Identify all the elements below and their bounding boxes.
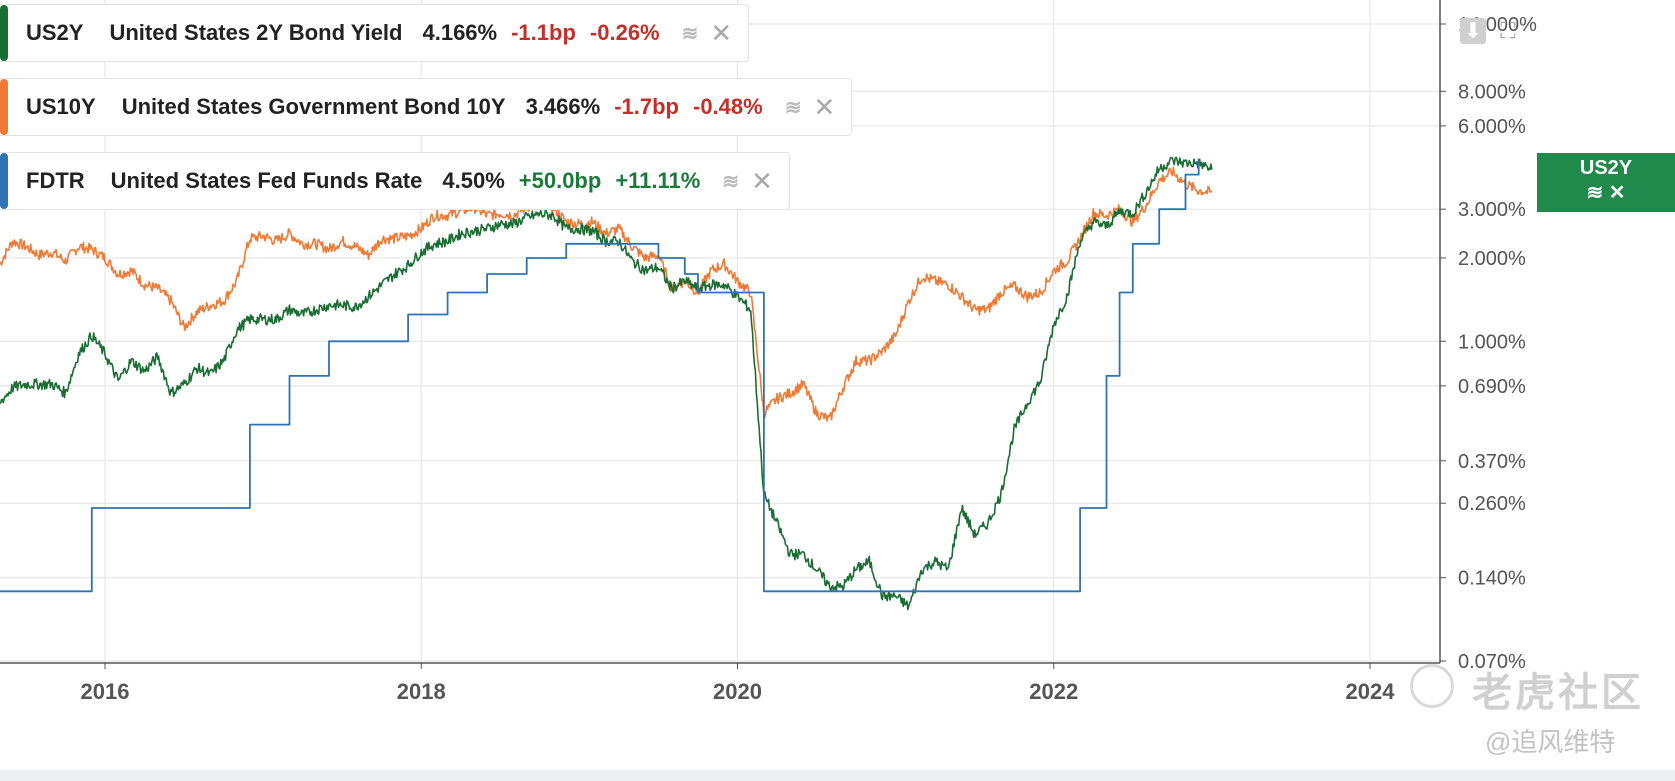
- y-tick-label: 2.000%: [1458, 248, 1526, 270]
- close-icon[interactable]: ✕: [710, 17, 733, 48]
- chart-series-group: [0, 156, 1213, 611]
- y-tick-label: 1.000%: [1458, 331, 1526, 353]
- y-tick-label: 8.000%: [1458, 81, 1526, 103]
- price-tag-label: US2Y: [1579, 157, 1633, 179]
- watermark-brand: 老虎社区: [1472, 671, 1644, 715]
- x-tick-label: 2024: [1346, 679, 1396, 704]
- x-tick-label: 2020: [713, 679, 762, 704]
- legend-symbol: FDTR: [26, 168, 85, 193]
- watermark-logo-icon: [1410, 664, 1454, 708]
- legend-percent: -0.48%: [693, 94, 763, 119]
- legend-us2y[interactable]: US2Y United States 2Y Bond Yield 4.166% -1.…: [0, 4, 750, 62]
- close-icon[interactable]: ✕: [813, 91, 836, 122]
- legend-percent: +11.11%: [615, 168, 701, 193]
- fullscreen-icon[interactable]: ⛶: [1500, 18, 1516, 43]
- legend-change: +50.0bp: [518, 168, 602, 193]
- legend-value: 3.466%: [525, 94, 601, 119]
- x-tick-label: 2022: [1029, 679, 1078, 704]
- legend-color-bar: [0, 153, 8, 209]
- legend-value: 4.166%: [422, 20, 498, 45]
- y-tick-label: 0.260%: [1458, 493, 1526, 515]
- y-tick-label: 0.690%: [1458, 376, 1526, 398]
- layers-plus-icon[interactable]: ≋: [784, 96, 802, 119]
- x-tick-label: 2018: [397, 679, 446, 704]
- y-tick-label: 0.140%: [1458, 568, 1526, 590]
- footer-bar: [0, 770, 1675, 781]
- layers-plus-icon[interactable]: ≋: [681, 22, 699, 45]
- legend-color-bar: [0, 5, 8, 61]
- close-icon[interactable]: ✕: [751, 165, 773, 196]
- y-tick-label: 0.070%: [1458, 651, 1526, 673]
- legend-name: United States Government Bond 10Y: [121, 94, 506, 119]
- series-line-fdtr: [0, 160, 1200, 593]
- legend-color-bar: [0, 79, 8, 135]
- legend-change: -1.7bp: [614, 94, 679, 119]
- legend-fdtr[interactable]: FDTR United States Fed Funds Rate 4.50% +50…: [0, 152, 790, 210]
- y-tick-label: 3.000%: [1458, 199, 1526, 221]
- legend-symbol: US2Y: [26, 20, 84, 45]
- legend-name: United States Fed Funds Rate: [110, 168, 423, 193]
- y-tick-label: 0.370%: [1458, 451, 1526, 473]
- x-tick-label: 2016: [81, 679, 130, 704]
- price-tag[interactable]: US2Y ≋ ✕: [1537, 153, 1675, 212]
- series-line-us2y: [0, 156, 1213, 611]
- legend-change: -1.1bp: [511, 20, 576, 45]
- layers-plus-icon[interactable]: ≋: [722, 170, 740, 193]
- legend-symbol: US10Y: [26, 94, 96, 119]
- download-icon[interactable]: ⬇: [1460, 18, 1486, 44]
- chart-axes: 14.000%8.000%6.000%3.000%2.000%1.000%0.6…: [0, 0, 1537, 704]
- legend-percent: -0.26%: [589, 20, 660, 45]
- legend-us10y[interactable]: US10Y United States Government Bond 10Y 3.…: [0, 78, 853, 136]
- watermark-handle: @追风维特: [1485, 727, 1616, 757]
- y-tick-label: 6.000%: [1458, 116, 1526, 138]
- legend-name: United States 2Y Bond Yield: [109, 20, 403, 45]
- series-line-us10y: [0, 166, 1213, 422]
- price-tag-icons[interactable]: ≋ ✕: [1586, 182, 1626, 204]
- legend-value: 4.50%: [442, 168, 505, 193]
